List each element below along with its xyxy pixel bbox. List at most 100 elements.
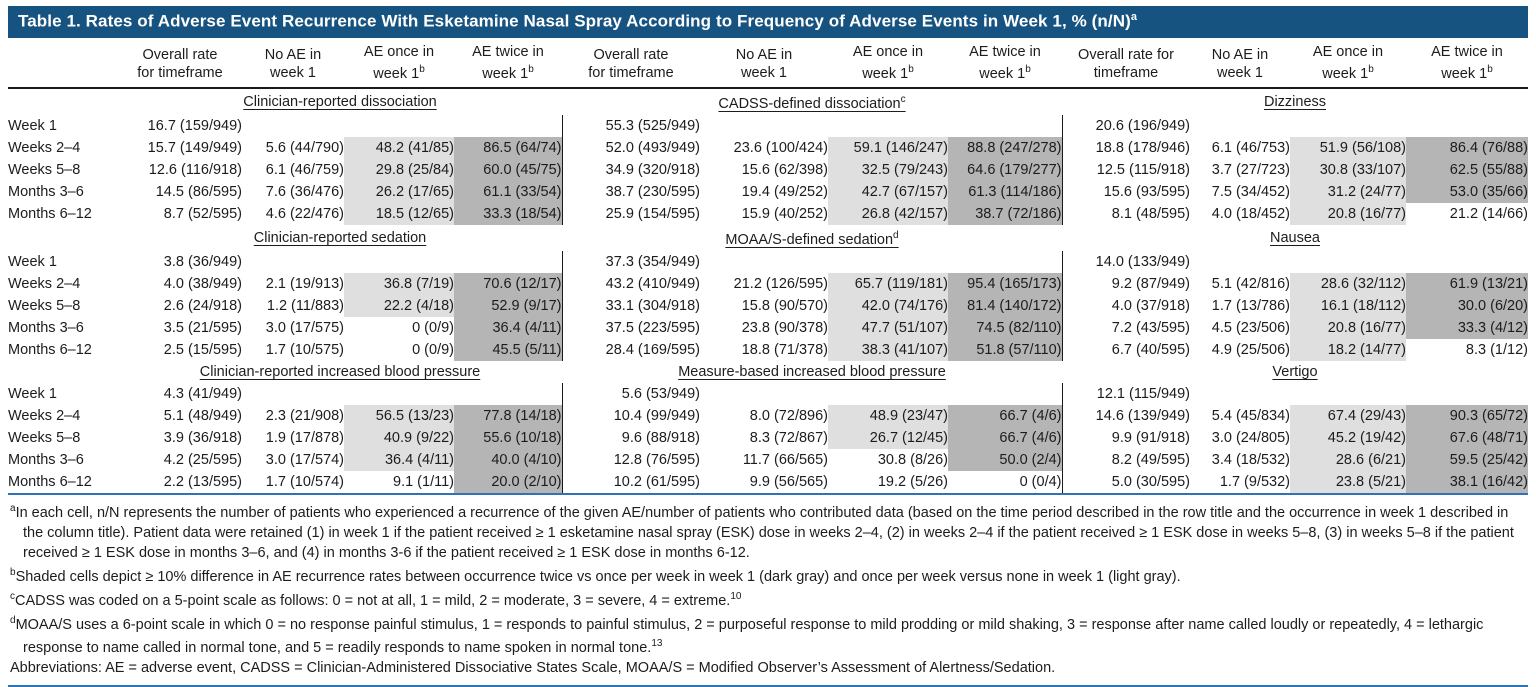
data-cell: 0 (0/9) (412, 342, 454, 359)
data-cell: 1.9 (17/878) (265, 430, 344, 447)
table-title: Table 1. Rates of Adverse Event Recurren… (18, 11, 1131, 31)
data-cell: 45.5 (5/11) (454, 339, 562, 362)
data-cell: 23.6 (100/424) (733, 140, 828, 157)
data-cell: 4.3 (41/949) (163, 386, 242, 403)
table-row: Months 3–6 14.5 (86/595) 7.6 (36/476) 26.2 … (8, 181, 1528, 204)
data-cell: 14.6 (139/949) (1061, 405, 1190, 428)
section-title: Vertigo (1272, 364, 1318, 381)
table-row: Weeks 5–8 12.6 (116/918) 6.1 (46/759) 29.8 … (8, 159, 1528, 182)
data-cell: 2.5 (15/595) (163, 342, 242, 359)
data-cell: 8.3 (1/12) (1465, 342, 1528, 359)
section-title-cell: Vertigo (1062, 361, 1528, 383)
data-cell: 40.0 (4/10) (454, 449, 562, 472)
section-title: Dizziness (1263, 94, 1327, 111)
data-cell: 18.8 (71/378) (741, 342, 828, 359)
data-cell (828, 383, 948, 405)
data-cell: 59.5 (25/42) (1406, 449, 1528, 472)
data-cell: 3.5 (21/595) (163, 320, 242, 337)
data-cell: 90.3 (65/72) (1406, 405, 1528, 428)
data-cell (1190, 115, 1290, 137)
data-cell: 12.6 (116/918) (148, 162, 242, 179)
data-cell: 2.2 (13/595) (163, 474, 242, 491)
data-cell: 66.7 (4/6) (948, 427, 1062, 450)
data-cell: 60.0 (45/75) (454, 159, 562, 182)
data-cell: 64.6 (179/277) (948, 159, 1062, 182)
data-cell: 53.0 (35/66) (1406, 181, 1528, 204)
data-cell: 23.8 (5/21) (1290, 471, 1406, 494)
footnote-text: Abbreviations: AE = adverse event, CADSS… (10, 660, 1056, 677)
data-cell: 77.8 (14/18) (454, 405, 562, 428)
section-header-spacer (8, 88, 118, 115)
data-cell (1190, 383, 1290, 405)
data-cell: 0 (0/4) (1019, 474, 1062, 491)
data-cell: 21.2 (14/66) (1449, 206, 1528, 223)
data-cell (1290, 115, 1406, 137)
table-row: Week 1 16.7 (159/949) 55.3 (525/949) 20.6 (… (8, 115, 1528, 138)
data-cell: 55.3 (525/949) (561, 115, 700, 138)
data-cell: 18.8 (178/946) (1061, 137, 1190, 160)
column-header: Overall rate for timeframe (1062, 38, 1190, 90)
data-cell: 15.9 (40/252) (741, 206, 828, 223)
table-row: Weeks 5–8 3.9 (36/918) 1.9 (17/878) 40.9 (9… (8, 427, 1528, 450)
data-cell: 9.9 (56/565) (749, 474, 828, 491)
abbreviations-note: Abbreviations: AE = adverse event, CADSS… (10, 658, 1526, 678)
data-cell: 5.4 (45/834) (1211, 408, 1290, 425)
data-cell: 2.3 (21/908) (265, 408, 344, 425)
data-cell: 55.6 (10/18) (454, 427, 562, 450)
data-cell: 38.1 (16/42) (1406, 471, 1528, 494)
footnote-marker: a (10, 503, 16, 515)
section-title: Clinician-reported sedation (253, 230, 427, 247)
data-cell: 3.7 (27/723) (1211, 162, 1290, 179)
section-header-spacer (8, 225, 118, 251)
data-cell (1290, 251, 1406, 273)
section-title-cell: MOAA/S-defined sedationd (562, 225, 1062, 251)
data-cell: 18.5 (12/65) (344, 203, 454, 226)
column-header: AE once in week 1b (1290, 38, 1406, 90)
data-cell: 67.4 (29/43) (1290, 405, 1406, 428)
data-cell: 19.4 (49/252) (741, 184, 828, 201)
data-cell: 14.0 (133/949) (1061, 251, 1190, 274)
data-cell (1406, 383, 1528, 405)
column-header: AE once in week 1b (828, 38, 948, 90)
data-cell: 8.0 (72/896) (749, 408, 828, 425)
footnote-text: In each cell, n/N represents the number … (15, 504, 1514, 561)
table-row: Months 6–12 2.5 (15/595) 1.7 (10/575) 0 (0/… (8, 339, 1528, 362)
data-cell (1406, 251, 1528, 273)
table-row: Weeks 2–4 4.0 (38/949) 2.1 (19/913) 36.8 (7… (8, 273, 1528, 296)
section-header-row: Clinician-reported dissociation CADSS-def… (8, 88, 1528, 115)
row-label: Weeks 5–8 (8, 430, 81, 447)
data-cell: 28.6 (6/21) (1290, 449, 1406, 472)
data-cell: 3.0 (24/805) (1211, 430, 1290, 447)
data-cell (700, 383, 828, 405)
footnote-marker: c (10, 590, 15, 602)
data-cell: 36.4 (4/11) (344, 449, 454, 472)
data-cell: 1.7 (13/786) (1211, 298, 1290, 315)
data-cell: 1.7 (10/575) (265, 342, 344, 359)
data-cell: 10.2 (61/595) (561, 471, 700, 494)
data-cell: 20.0 (2/10) (454, 471, 562, 494)
data-cell: 33.1 (304/918) (561, 295, 700, 318)
data-cell: 33.3 (4/12) (1406, 317, 1528, 340)
footnote-reference-number: 13 (651, 638, 663, 650)
data-cell: 47.7 (51/107) (828, 317, 948, 340)
table-title-footnote-marker: a (1130, 11, 1138, 23)
column-header: No AE in week 1 (700, 38, 828, 90)
data-cell: 34.9 (320/918) (561, 159, 700, 182)
data-cell: 7.6 (36/476) (265, 184, 344, 201)
data-cell (1290, 383, 1406, 405)
data-cell: 86.5 (64/74) (454, 137, 562, 160)
data-cell: 66.7 (4/6) (948, 405, 1062, 428)
data-cell (344, 251, 454, 273)
data-cell (344, 383, 454, 405)
data-cell: 28.4 (169/595) (561, 339, 700, 362)
data-cell: 30.8 (33/107) (1290, 159, 1406, 182)
data-cell (454, 251, 562, 273)
data-cell: 31.2 (24/77) (1290, 181, 1406, 204)
footnote-text: CADSS was coded on a 5-point scale as fo… (15, 592, 731, 609)
column-header: AE twice in week 1b (1406, 38, 1528, 90)
data-cell: 0 (0/9) (412, 320, 454, 337)
data-cell: 30.0 (6/20) (1406, 295, 1528, 318)
